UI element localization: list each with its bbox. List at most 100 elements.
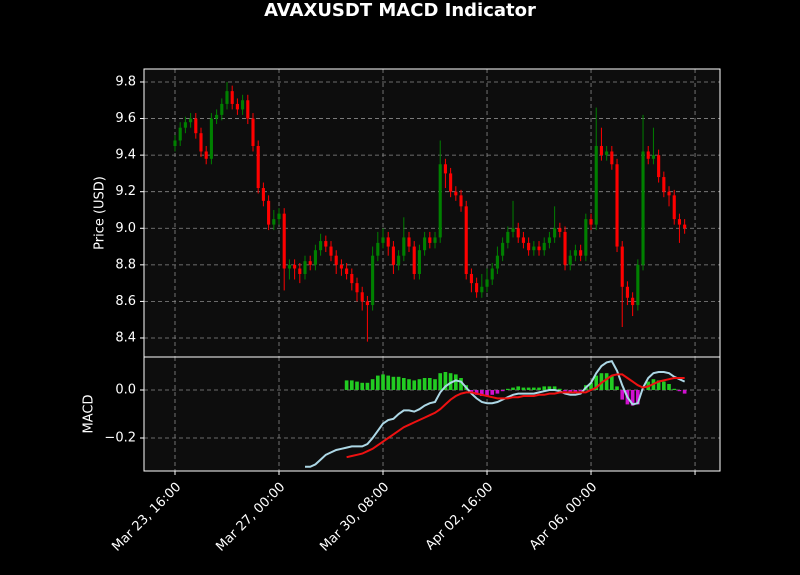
candle-body: [287, 264, 291, 269]
histogram-bar: [360, 382, 365, 390]
candle-body: [397, 255, 401, 265]
histogram-bar: [381, 374, 385, 390]
histogram-bar: [615, 386, 619, 390]
macd-line: [305, 360, 686, 468]
candle-body: [412, 246, 416, 274]
histogram-bar: [532, 387, 536, 390]
candle-body: [256, 145, 260, 189]
candle-body: [407, 237, 411, 247]
histogram-bar: [490, 390, 495, 395]
candle-body: [584, 219, 588, 256]
histogram-bar: [604, 373, 609, 390]
histogram-bar: [677, 390, 682, 392]
candle-body: [272, 219, 276, 225]
candle-body: [589, 219, 593, 225]
candle-body: [313, 250, 317, 265]
histogram-bar: [391, 376, 396, 390]
histogram-bar: [682, 390, 687, 394]
panel-frame: [143, 356, 721, 472]
histogram-bar: [636, 390, 640, 405]
candle-body: [204, 151, 208, 159]
histogram-bar: [355, 381, 359, 390]
histogram-bar: [427, 378, 432, 390]
candle-body: [334, 255, 338, 265]
histogram-bar: [375, 375, 380, 390]
candle-body: [189, 118, 193, 123]
candle-body: [506, 231, 510, 243]
candle-body: [641, 151, 645, 265]
histogram-bar: [407, 379, 411, 390]
histogram-bar: [620, 390, 625, 400]
y-tick-label: 9.0: [115, 221, 136, 236]
price-panel: [144, 69, 720, 357]
candle-body: [319, 241, 323, 251]
candle-body: [563, 231, 567, 265]
histogram-bar: [563, 390, 567, 392]
histogram-bar: [365, 382, 370, 390]
histogram-bar: [552, 386, 557, 390]
candle-body: [277, 213, 281, 220]
candle-body: [495, 255, 499, 269]
histogram-bar: [485, 390, 489, 396]
candle-body: [511, 228, 515, 232]
candle-body: [178, 127, 182, 141]
candle-body: [667, 191, 671, 196]
candle-body: [636, 264, 640, 306]
histogram-bar: [578, 390, 583, 392]
histogram-bar: [516, 386, 521, 390]
candle-body: [183, 122, 187, 128]
histogram-bar: [412, 380, 417, 390]
y-tick-label: 9.4: [115, 148, 136, 163]
candle-body: [355, 283, 359, 293]
histogram-bar: [396, 376, 401, 390]
candle-body: [594, 145, 598, 225]
candle-body: [209, 118, 213, 159]
candle-body: [417, 250, 421, 274]
candle-body: [194, 118, 198, 134]
candle-body: [371, 255, 375, 306]
histogram-bar: [630, 390, 635, 406]
candle-body: [620, 246, 624, 287]
histogram-bar: [568, 390, 573, 393]
histogram-bar: [511, 387, 515, 390]
candle-body: [391, 246, 395, 265]
candle-body: [241, 100, 245, 110]
candle-body: [251, 118, 255, 146]
candle-body: [443, 164, 447, 174]
candle-body: [480, 286, 484, 293]
y-tick-label: 8.6: [115, 294, 136, 309]
candle-body: [376, 242, 380, 256]
y-tick-label: 8.4: [115, 330, 136, 345]
candle-body: [657, 155, 661, 178]
histogram-bar: [537, 387, 541, 390]
candle-body: [303, 261, 307, 274]
histogram-bar: [459, 378, 463, 390]
histogram-bar: [526, 387, 531, 390]
histogram-bar: [495, 390, 500, 394]
y-tick-label: 9.2: [115, 184, 136, 199]
histogram-bar: [610, 375, 614, 390]
chart-title: AVAXUSDT MACD Indicator: [264, 0, 536, 21]
candle-body: [329, 246, 333, 256]
histogram-bar: [370, 379, 375, 390]
candle-body: [532, 246, 536, 251]
histogram-bar: [667, 384, 671, 390]
candle-body: [199, 133, 203, 152]
histogram-bar: [453, 374, 458, 390]
candle-body: [464, 206, 468, 274]
candle-body: [516, 228, 520, 238]
candle-body: [553, 228, 557, 238]
histogram-bar: [417, 379, 422, 390]
candle-body: [220, 103, 224, 115]
candle-body: [501, 242, 505, 256]
candle-body: [345, 268, 349, 274]
candle-body: [521, 237, 525, 243]
candle-body: [558, 228, 562, 232]
histogram-bar: [672, 388, 677, 390]
candle-body: [365, 301, 369, 306]
y-axis-label: MACD: [82, 395, 97, 434]
histogram-bar: [521, 387, 526, 390]
histogram-bar: [594, 375, 599, 390]
candle-body: [324, 241, 328, 247]
